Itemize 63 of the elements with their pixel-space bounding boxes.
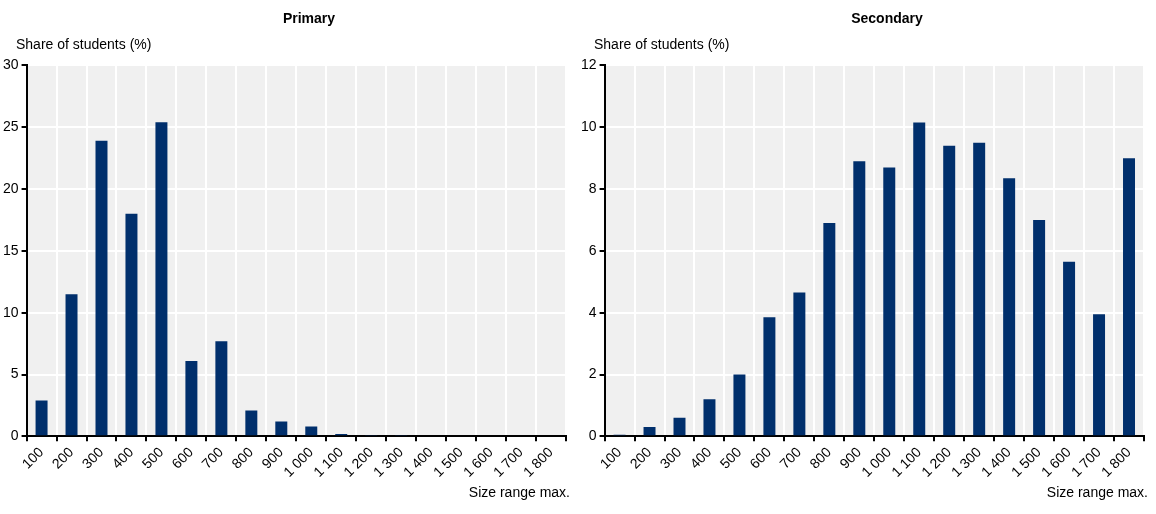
- bar: [185, 360, 198, 436]
- x-tick-label: 200: [48, 443, 77, 472]
- bar: [65, 294, 78, 436]
- bar: [245, 410, 258, 436]
- x-tick-label: 600: [746, 443, 775, 472]
- bar: [1123, 158, 1136, 436]
- bar: [973, 142, 986, 436]
- x-tick-label: 100: [18, 443, 47, 472]
- y-tick-label: 10: [2, 303, 19, 320]
- y-tick-label: 0: [588, 427, 597, 444]
- x-tick-label: 700: [776, 443, 805, 472]
- x-tick-label: 300: [78, 443, 107, 472]
- x-tick-label: 200: [626, 443, 655, 472]
- bar: [793, 292, 806, 436]
- x-tick-label: 400: [686, 443, 715, 472]
- bar: [853, 161, 866, 436]
- bar: [823, 223, 836, 436]
- bar: [913, 122, 926, 436]
- y-tick-label: 20: [2, 179, 19, 196]
- x-tick-label: 800: [806, 443, 835, 472]
- x-tick-label: 800: [228, 443, 257, 472]
- chart-title: Primary: [281, 9, 337, 28]
- bar: [95, 140, 108, 436]
- y-tick-label: 0: [10, 427, 19, 444]
- y-tick-label: 5: [10, 365, 19, 382]
- bar: [643, 427, 656, 436]
- y-tick-label: 12: [580, 56, 597, 73]
- y-axis-title: Share of students (%): [593, 35, 731, 54]
- x-tick-label: 100: [596, 443, 625, 472]
- bar: [1033, 219, 1046, 436]
- bar: [305, 426, 318, 436]
- bar: [943, 145, 956, 436]
- bar: [703, 399, 716, 436]
- y-tick-label: 25: [2, 118, 19, 135]
- y-tick-label: 6: [588, 241, 597, 258]
- y-tick-label: 8: [588, 179, 597, 196]
- bar: [125, 213, 138, 436]
- x-axis-title: Size range max.: [467, 484, 571, 500]
- x-tick-label: 600: [168, 443, 197, 472]
- bar: [155, 122, 168, 436]
- x-tick-label: 400: [108, 443, 137, 472]
- x-tick-label: 300: [656, 443, 685, 472]
- chart-title: Secondary: [850, 9, 924, 28]
- y-axis-title: Share of students (%): [15, 35, 153, 54]
- bar: [1093, 314, 1106, 436]
- y-tick-label: 30: [2, 56, 19, 73]
- y-tick-label: 4: [588, 303, 597, 320]
- y-tick-label: 2: [588, 365, 597, 382]
- y-tick-label: 15: [2, 241, 19, 258]
- y-tick-label: 10: [580, 118, 597, 135]
- bar: [733, 374, 746, 436]
- x-tick-label: 500: [138, 443, 167, 472]
- bar: [1063, 261, 1076, 436]
- x-tick-label: 700: [198, 443, 227, 472]
- bar: [673, 417, 686, 436]
- bar: [883, 167, 896, 436]
- bar: [1003, 178, 1016, 436]
- x-axis-title: Size range max.: [1045, 484, 1149, 500]
- bar: [35, 400, 48, 436]
- bar: [275, 421, 288, 436]
- bar: [763, 317, 776, 436]
- bar: [215, 341, 228, 436]
- x-tick-label: 500: [716, 443, 745, 472]
